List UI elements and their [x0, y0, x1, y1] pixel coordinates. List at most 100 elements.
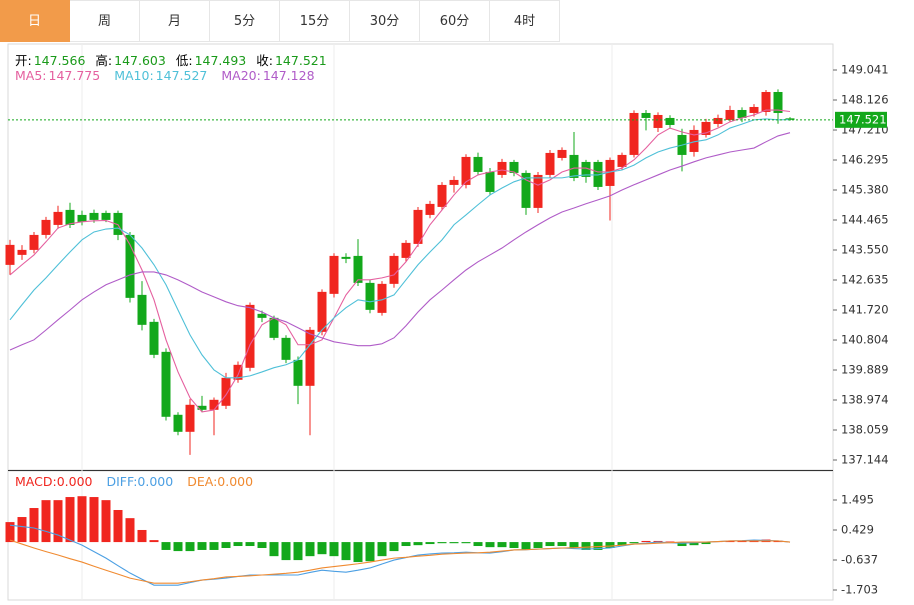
macd-bar — [137, 529, 147, 543]
candle-body — [425, 203, 435, 215]
candle-body — [137, 294, 147, 325]
macd-legend-item: DEA:0.000 — [187, 474, 253, 489]
macd-bar — [725, 540, 735, 543]
macd-bar — [113, 509, 123, 543]
macd-label: DIFF: — [106, 474, 138, 489]
candle-body — [725, 109, 735, 120]
macd-bar — [401, 542, 411, 547]
candle-body — [41, 219, 51, 235]
y-tick-label: 140.804 — [841, 333, 889, 347]
y-tick-label: 138.059 — [841, 423, 889, 437]
macd-bar — [617, 542, 627, 546]
info-item: 高: 147.603 — [95, 50, 165, 69]
period-tab[interactable]: 月 — [140, 0, 210, 42]
period-tab[interactable]: 30分 — [350, 0, 420, 42]
period-tabs: 日周月 5分 15分 30分 60分 4时 — [0, 0, 560, 44]
candle-body — [5, 244, 15, 265]
macd-bar — [557, 542, 567, 547]
candle-body — [617, 154, 627, 167]
candle-body — [365, 282, 375, 310]
period-tab[interactable]: 4时 — [490, 0, 560, 42]
macd-label: DEA: — [187, 474, 218, 489]
period-tab[interactable]: 日 — [0, 0, 70, 42]
candle-body — [53, 211, 63, 225]
info-label: 低: — [175, 53, 193, 68]
candle-body — [689, 129, 699, 152]
y-tick-label: 141.720 — [841, 302, 889, 316]
y-tick-label: 144.465 — [841, 213, 889, 227]
macd-bar — [185, 542, 195, 552]
y-tick-label: 149.041 — [841, 62, 889, 76]
macd-value: 0.000 — [56, 474, 93, 489]
info-label: 收: — [256, 53, 273, 68]
info-label: 开: — [15, 53, 32, 68]
macd-bar — [665, 541, 675, 543]
ma-label: MA10: — [114, 68, 154, 83]
candle-body — [773, 91, 783, 113]
macd-bar — [173, 542, 183, 552]
macd-bar — [341, 542, 351, 561]
macd-bar — [413, 542, 423, 546]
candle-body — [221, 377, 231, 406]
candle-body — [473, 156, 483, 172]
macd-bar — [233, 542, 243, 547]
ma-line — [9, 132, 791, 351]
info-value: 147.521 — [274, 53, 327, 68]
candle-body — [101, 212, 111, 220]
candle-body — [713, 117, 723, 124]
macd-bar — [425, 542, 435, 545]
candle-body — [521, 172, 531, 208]
ma-value: 147.775 — [48, 68, 101, 83]
candle-body — [257, 313, 267, 318]
macd-bar — [485, 542, 495, 548]
macd-bar — [77, 496, 87, 543]
macd-label: MACD: — [15, 474, 57, 489]
candle-body — [785, 118, 795, 120]
info-value: 147.603 — [114, 53, 166, 68]
macd-bar — [353, 542, 363, 563]
info-item: 低: 147.493 — [176, 50, 246, 69]
candle-body — [569, 154, 579, 178]
candle-body — [209, 399, 219, 410]
candle-body — [149, 321, 159, 355]
macd-bar — [689, 542, 699, 546]
macd-value: 0.000 — [217, 474, 254, 489]
ma-label: MA20: — [221, 68, 261, 83]
macd-bar — [269, 542, 279, 557]
macd-legend: MACD:0.000 DIFF:0.000 DEA:0.000 — [15, 474, 253, 489]
period-tab[interactable]: 5分 — [210, 0, 280, 42]
candle-body — [629, 112, 639, 155]
macd-bar — [197, 542, 207, 550]
macd-legend-item: MACD:0.000 — [15, 474, 92, 489]
ma-label: MA5: — [15, 68, 47, 83]
macd-bar — [53, 500, 63, 543]
ma-line — [9, 118, 791, 379]
candle-body — [245, 304, 255, 368]
candle-body — [233, 364, 243, 380]
candle-body — [329, 255, 339, 294]
candle-body — [293, 359, 303, 386]
candle-body — [749, 106, 759, 113]
macd-bar — [149, 540, 159, 543]
period-tab[interactable]: 15分 — [280, 0, 350, 42]
y-tick-label: 143.550 — [841, 243, 889, 257]
macd-bar — [437, 542, 447, 544]
candle-body — [17, 249, 27, 255]
macd-bar — [365, 542, 375, 562]
candle-body — [401, 242, 411, 258]
macd-line — [9, 524, 791, 586]
candle-body — [377, 283, 387, 313]
candle-body — [65, 209, 75, 225]
candle-body — [557, 149, 567, 158]
y-tick-label: -1.703 — [841, 583, 878, 597]
candle-body — [197, 405, 207, 410]
y-tick-label: 139.889 — [841, 363, 889, 377]
candle-body — [413, 209, 423, 244]
period-tab[interactable]: 60分 — [420, 0, 490, 42]
ma-value: 147.527 — [155, 68, 208, 83]
candle-body — [509, 161, 519, 173]
macd-bar — [389, 542, 399, 552]
candle-body — [317, 291, 327, 332]
macd-bar — [89, 497, 99, 543]
period-tab[interactable]: 周 — [70, 0, 140, 42]
